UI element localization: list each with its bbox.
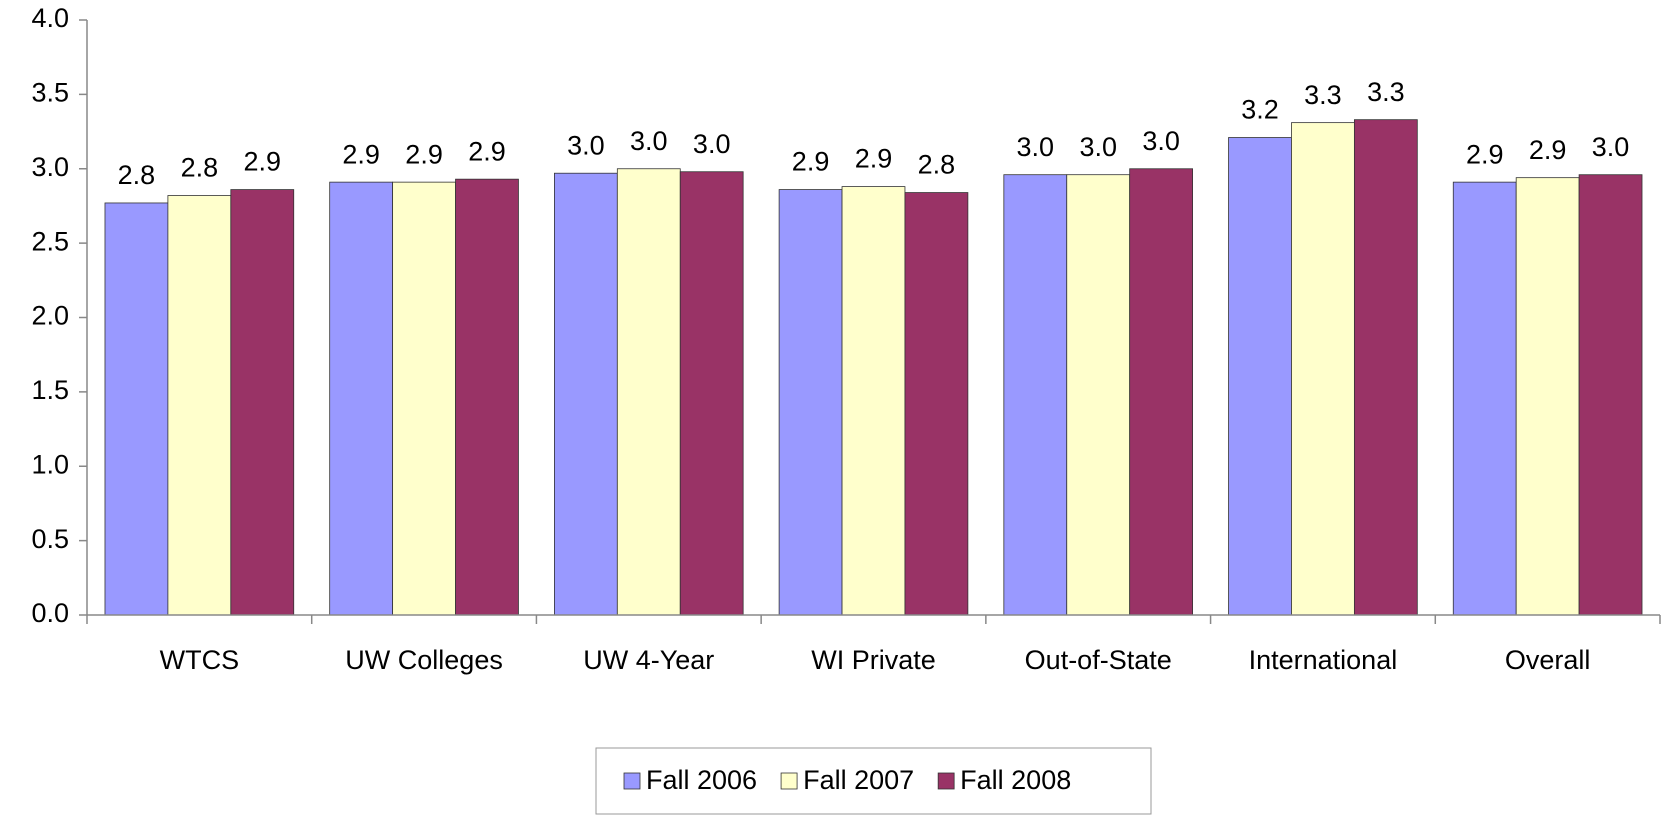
y-tick-label: 2.0 <box>31 301 69 331</box>
bar <box>1291 122 1355 616</box>
value-label: 2.9 <box>468 136 506 166</box>
x-tick-label: Overall <box>1505 645 1591 675</box>
value-label: 2.9 <box>855 144 893 174</box>
value-label: 2.9 <box>1529 135 1567 165</box>
value-label: 2.8 <box>118 160 156 190</box>
bar <box>1353 119 1418 616</box>
value-label: 3.0 <box>1142 126 1180 156</box>
bar <box>1066 174 1131 616</box>
y-tick-label: 1.5 <box>31 375 69 405</box>
legend-label: Fall 2007 <box>803 765 914 795</box>
x-tick-label: International <box>1249 645 1398 675</box>
value-label: 2.9 <box>244 147 282 177</box>
value-label: 2.8 <box>181 153 219 183</box>
y-tick-label: 1.0 <box>31 449 69 479</box>
value-label: 3.0 <box>1592 132 1630 162</box>
legend-swatch <box>780 772 798 790</box>
bar <box>1515 177 1580 616</box>
bar <box>679 171 744 616</box>
bar <box>1228 137 1292 616</box>
value-label: 3.0 <box>567 130 605 160</box>
value-label: 3.0 <box>693 129 731 159</box>
value-label: 2.8 <box>918 150 956 180</box>
x-tick-label: UW 4-Year <box>583 645 714 675</box>
bar <box>778 189 843 616</box>
value-label: 2.9 <box>1466 139 1504 169</box>
bar <box>104 202 169 616</box>
value-label: 3.0 <box>1017 132 1055 162</box>
value-label: 2.9 <box>342 139 380 169</box>
bar <box>329 181 394 616</box>
bar <box>904 192 969 616</box>
bar <box>230 189 295 616</box>
bar <box>1129 168 1193 616</box>
x-tick-label: Out-of-State <box>1025 645 1172 675</box>
x-tick-label: WI Private <box>811 645 936 675</box>
legend-swatch <box>623 772 641 790</box>
value-label: 3.3 <box>1367 77 1405 107</box>
value-label: 2.9 <box>792 147 830 177</box>
legend-label: Fall 2008 <box>960 765 1071 795</box>
x-tick-label: WTCS <box>160 645 239 675</box>
value-label: 3.3 <box>1304 80 1342 110</box>
value-label: 3.0 <box>1079 132 1117 162</box>
y-tick-label: 3.0 <box>31 152 69 182</box>
value-label: 3.2 <box>1241 95 1279 125</box>
bar <box>1452 181 1517 616</box>
y-tick-label: 0.5 <box>31 524 69 554</box>
y-tick-label: 0.0 <box>31 598 69 628</box>
legend-swatch <box>937 772 955 790</box>
x-tick-label: UW Colleges <box>345 645 503 675</box>
y-tick-label: 2.5 <box>31 226 69 256</box>
value-label: 2.9 <box>405 139 443 169</box>
bar <box>1578 174 1643 616</box>
value-label: 3.0 <box>630 126 668 156</box>
bar <box>554 172 618 616</box>
bar <box>392 181 456 616</box>
legend-label: Fall 2006 <box>646 765 757 795</box>
legend-box <box>595 747 1152 815</box>
y-tick-label: 3.5 <box>31 78 69 108</box>
y-tick-label: 4.0 <box>31 3 69 33</box>
bar <box>616 168 681 616</box>
bar <box>841 186 906 616</box>
bar <box>455 178 519 616</box>
bar <box>167 195 232 616</box>
bar <box>1003 174 1068 616</box>
